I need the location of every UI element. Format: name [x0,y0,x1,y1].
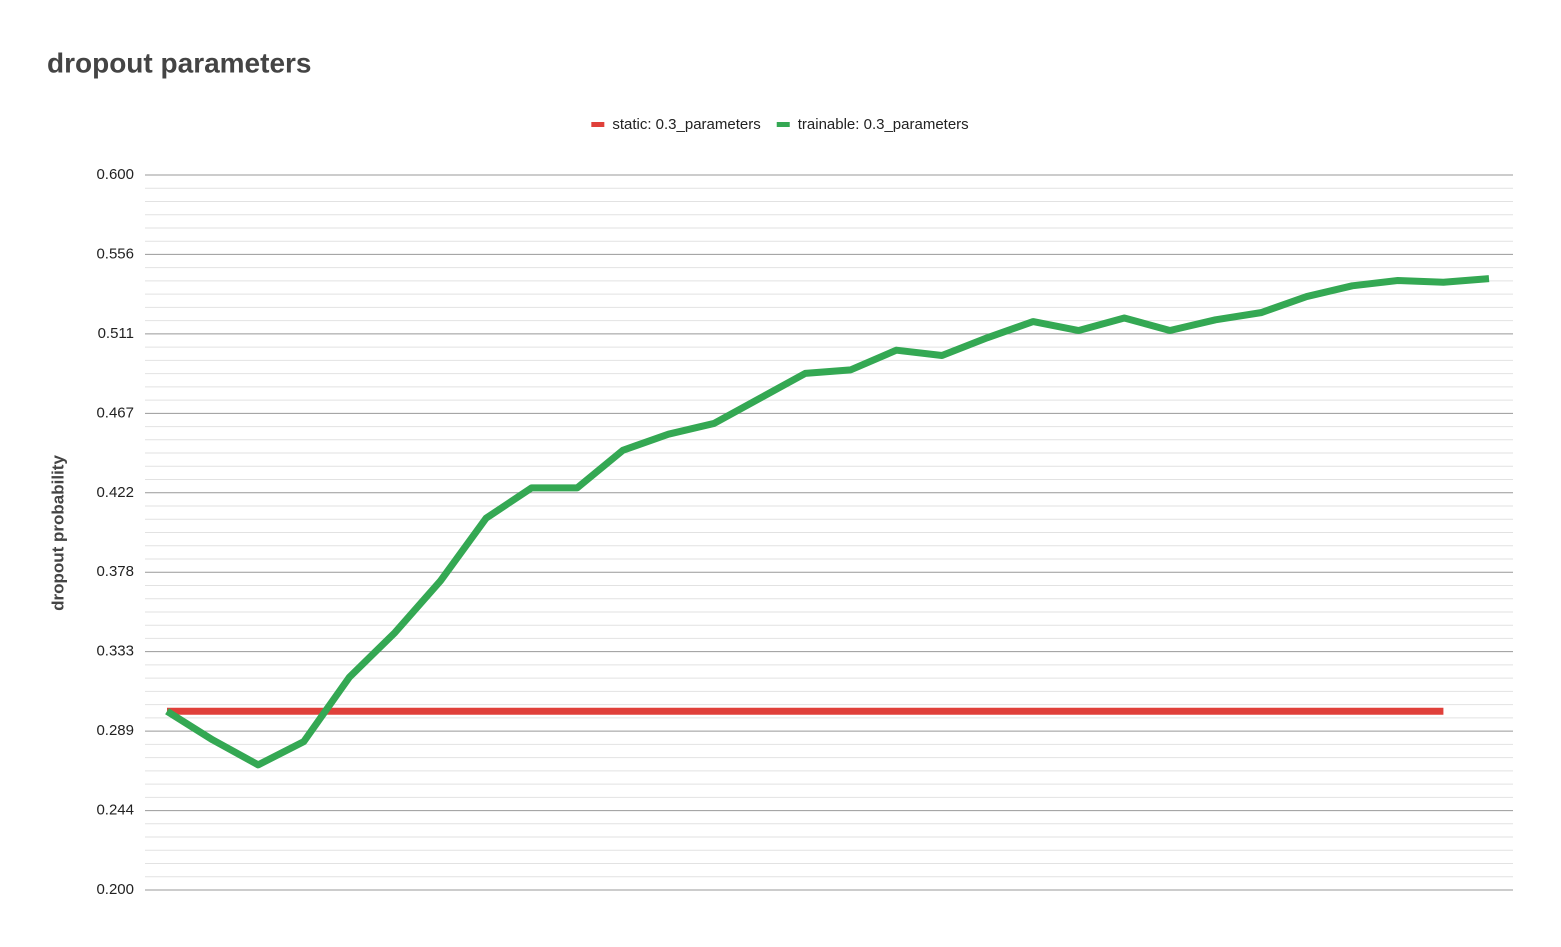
chart-title: dropout parameters [47,47,312,78]
y-tick-label: 0.333 [96,643,134,660]
y-tick-label: 0.511 [98,325,134,342]
y-tick-label: 0.289 [96,722,134,739]
y-tick-label: 0.600 [96,166,134,183]
y-tick-label: 0.556 [96,245,134,262]
legend-label: trainable: 0.3_parameters [798,116,969,133]
legend-swatch [776,122,790,127]
y-tick-label: 0.467 [96,404,134,421]
legend-swatch [591,122,605,127]
series-line [165,275,1490,769]
y-tick-label: 0.422 [96,484,134,501]
y-tick-label: 0.200 [96,881,134,898]
y-tick-label: 0.378 [96,563,134,580]
y-tick-label: 0.244 [96,802,134,819]
y-axis-label: dropout probability [48,455,67,611]
legend-label: static: 0.3_parameters [612,116,760,133]
